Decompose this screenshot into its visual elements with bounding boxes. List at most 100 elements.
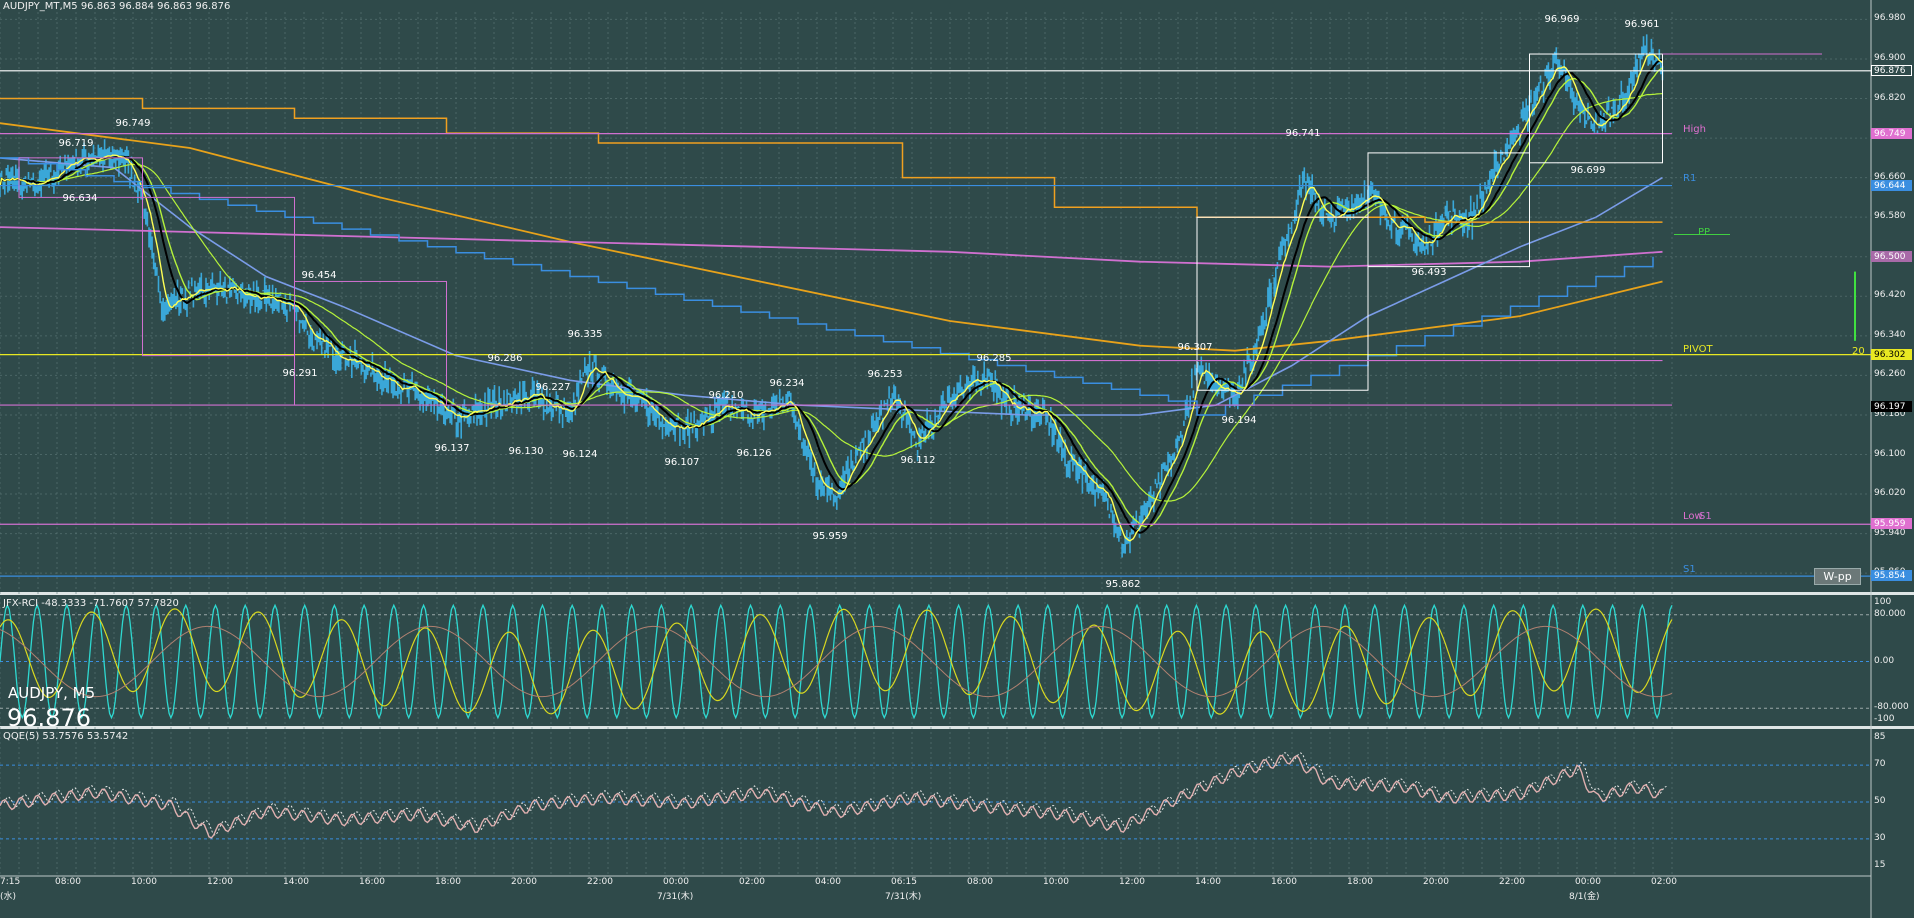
price-axis-tick: 96.100 (1874, 449, 1906, 459)
time-axis-label: 02:00 (1651, 877, 1677, 887)
time-axis-date: 7/31(木) (885, 892, 922, 902)
panel-separator (0, 592, 1914, 595)
qqe-line (0, 754, 1663, 839)
level-label: Low (1683, 511, 1703, 522)
time-axis-label: 7:15 (0, 877, 21, 887)
price-tag: 96.644 (1871, 180, 1912, 191)
rci-axis-tick: -100 (1874, 714, 1895, 724)
ma-green (0, 67, 1663, 528)
time-axis-date: 8/1(金) (1569, 892, 1600, 902)
time-axis-label: 14:00 (1195, 877, 1221, 887)
time-axis-label: 16:00 (1271, 877, 1297, 887)
price-axis-tick: 96.660 (1874, 172, 1906, 182)
price-tag: 96.876 (1871, 65, 1912, 76)
time-axis-label: 22:00 (1499, 877, 1525, 887)
price-axis-tick: 96.980 (1874, 13, 1906, 23)
time-axis-label: 16:00 (359, 877, 385, 887)
price-axis-tick: 95.940 (1874, 528, 1906, 538)
qqe-axis-tick: 85 (1874, 732, 1886, 742)
ma-long-pink (0, 226, 1663, 268)
peak-label: 96.126 (736, 448, 772, 459)
peak-label: 96.969 (1544, 14, 1580, 25)
qqe-axis-tick: 30 (1874, 833, 1886, 843)
peak-label: 96.107 (664, 457, 700, 468)
qqe-axis-tick: 50 (1874, 796, 1886, 806)
price-axis-tick: 96.900 (1874, 53, 1906, 63)
symbol-label: AUDJPY, M5 (8, 684, 96, 702)
range-box (1529, 53, 1663, 164)
level-label: PIVOT (1683, 344, 1713, 355)
peak-label: 95.959 (812, 531, 848, 542)
time-axis-label: 18:00 (1347, 877, 1373, 887)
peak-label: 96.285 (976, 353, 1012, 364)
price-tag: 96.749 (1871, 128, 1912, 139)
qqe-axis-tick: 70 (1874, 759, 1886, 769)
price-axis-tick: 96.020 (1874, 488, 1906, 498)
peak-label: 96.493 (1411, 267, 1447, 278)
chart-title: AUDJPY_MT,M5 96.863 96.884 96.863 96.876 (3, 1, 231, 12)
time-axis-label: 10:00 (1043, 877, 1069, 887)
price-axis-tick: 96.820 (1874, 93, 1906, 103)
level-label: 20 (1852, 346, 1865, 357)
peak-label: 96.112 (900, 455, 936, 466)
time-axis-label: 02:00 (739, 877, 765, 887)
wpp-button[interactable]: W-pp (1814, 568, 1861, 585)
peak-label: 96.227 (535, 382, 571, 393)
peak-label: 96.749 (115, 118, 151, 129)
peak-label: 96.307 (1177, 342, 1213, 353)
time-axis-date: 7/31(木) (657, 892, 694, 902)
range-box (142, 196, 295, 357)
peak-label: 96.124 (562, 449, 598, 460)
rci-axis-tick: -80.000 (1874, 702, 1909, 712)
rci-panel-title: JFX-RCI -48.3333 -71.7607 57.7820 (3, 598, 179, 609)
time-axis-label: 10:00 (131, 877, 157, 887)
qqe-panel-title: QQE(5) 53.7576 53.5742 (3, 731, 129, 742)
peak-label: 96.130 (508, 446, 544, 457)
price-axis-tick: 96.580 (1874, 211, 1906, 221)
time-axis-label: 12:00 (207, 877, 233, 887)
time-axis-date: (水) (0, 892, 17, 902)
level-label: S1 (1699, 511, 1712, 522)
peak-label: 96.634 (62, 193, 98, 204)
time-axis-label: 20:00 (1423, 877, 1449, 887)
price-tag: 96.500 (1871, 251, 1912, 262)
price-axis-tick: 96.260 (1874, 369, 1906, 379)
rci-line-fast (0, 603, 1673, 720)
rci-axis-tick: 0.00 (1874, 656, 1895, 666)
time-axis-label: 00:00 (1575, 877, 1601, 887)
peak-label: 96.234 (769, 378, 805, 389)
panel-separator (0, 726, 1914, 729)
peak-label: 96.741 (1285, 128, 1321, 139)
time-axis-label: 22:00 (587, 877, 613, 887)
time-axis-label: 12:00 (1119, 877, 1145, 887)
time-axis-label: 06:15 (891, 877, 917, 887)
price-tag: 95.959 (1871, 518, 1912, 529)
level-label: High (1683, 124, 1706, 135)
step-line-orange (0, 97, 1663, 223)
time-axis-label: 04:00 (815, 877, 841, 887)
range-box (18, 157, 143, 198)
rci-line-slow (0, 625, 1673, 698)
peak-label: 96.137 (434, 443, 470, 454)
ma-fast-yellow (0, 53, 1663, 542)
price-tag: 95.854 (1871, 570, 1912, 581)
ma-long-orange (0, 122, 1663, 352)
peak-label: 95.862 (1105, 579, 1141, 590)
peak-label: 96.253 (867, 369, 903, 380)
price-axis-tick: 96.180 (1874, 409, 1906, 419)
qqe-axis-tick: 15 (1874, 860, 1886, 870)
time-axis-label: 00:00 (663, 877, 689, 887)
ma-black (0, 58, 1663, 534)
peak-label: 96.210 (708, 390, 744, 401)
time-axis-label: 08:00 (55, 877, 81, 887)
rci-axis-tick: 80.000 (1874, 609, 1906, 619)
peak-label: 96.699 (1570, 165, 1606, 176)
time-axis-label: 08:00 (967, 877, 993, 887)
range-box (294, 280, 447, 406)
time-axis-label: 20:00 (511, 877, 537, 887)
level-label: PP (1698, 227, 1711, 238)
step-line-blue (0, 157, 1654, 416)
level-label: S1 (1683, 564, 1696, 575)
peak-label: 96.454 (301, 270, 337, 281)
